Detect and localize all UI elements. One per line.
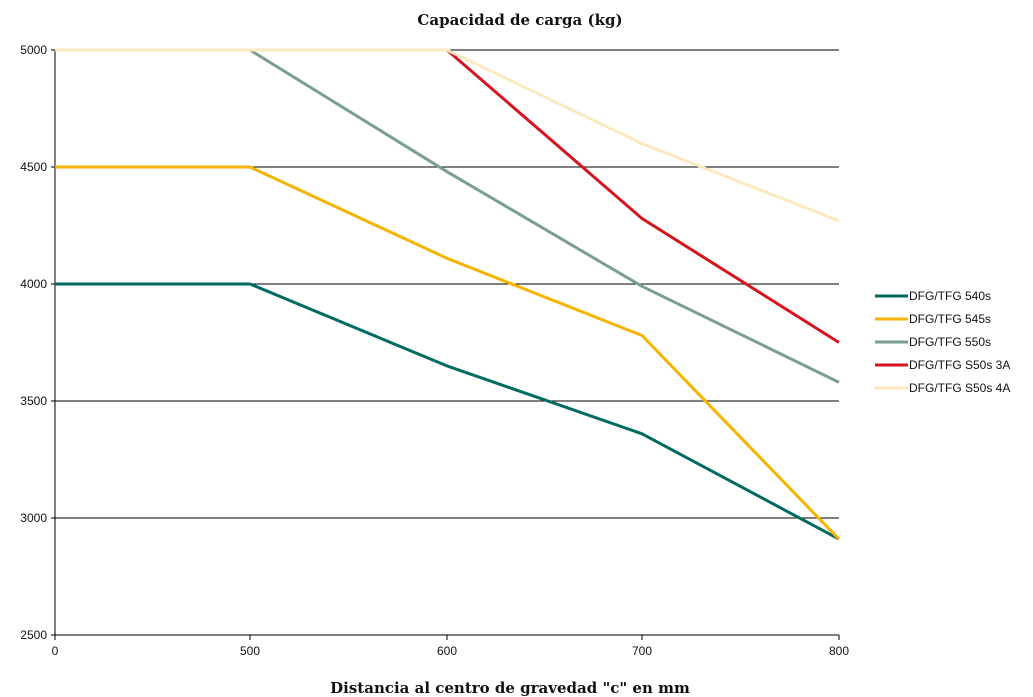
legend-item: DFG/TFG S50s 3A bbox=[875, 358, 1010, 372]
legend-label: DFG/TFG 540s bbox=[909, 289, 991, 303]
x-tick-label: 800 bbox=[829, 644, 849, 658]
legend-label: DFG/TFG S50s 4A bbox=[909, 381, 1010, 395]
legend-item: DFG/TFG S50s 4A bbox=[875, 381, 1010, 395]
x-tick-label: 700 bbox=[632, 644, 652, 658]
legend: DFG/TFG 540s DFG/TFG 545s DFG/TFG 550s DFG/… bbox=[875, 289, 1010, 395]
x-tick-label: 600 bbox=[437, 644, 457, 658]
series-line-5 bbox=[55, 48, 840, 223]
legend-item: DFG/TFG 550s bbox=[875, 335, 991, 349]
y-tick-label: 2500 bbox=[20, 628, 47, 642]
y-tick-label: 4000 bbox=[20, 277, 47, 291]
series-line-4 bbox=[55, 48, 840, 344]
x-tick-label: 500 bbox=[240, 644, 260, 658]
x-axis-title: Distancia al centro de gravedad "c" en m… bbox=[330, 679, 690, 697]
series-line-1 bbox=[55, 282, 840, 541]
chart-title: Capacidad de carga (kg) bbox=[417, 11, 622, 29]
legend-item: DFG/TFG 540s bbox=[875, 289, 991, 303]
axes bbox=[51, 49, 840, 640]
legend-label: DFG/TFG S50s 3A bbox=[909, 358, 1010, 372]
series-lines bbox=[55, 48, 841, 541]
y-tick-label: 3000 bbox=[20, 511, 47, 525]
y-tick-label: 4500 bbox=[20, 160, 47, 174]
series-line-2 bbox=[55, 165, 841, 541]
y-tick-label: 5000 bbox=[20, 43, 47, 57]
y-tick-label: 3500 bbox=[20, 394, 47, 408]
legend-label: DFG/TFG 545s bbox=[909, 312, 991, 326]
legend-item: DFG/TFG 545s bbox=[875, 312, 991, 326]
series-line-3 bbox=[55, 48, 840, 384]
tick-labels: 2500 3000 3500 4000 4500 5000 0 500 600 700 800 bbox=[20, 43, 849, 658]
legend-label: DFG/TFG 550s bbox=[909, 335, 991, 349]
x-tick-label: 0 bbox=[52, 644, 59, 658]
